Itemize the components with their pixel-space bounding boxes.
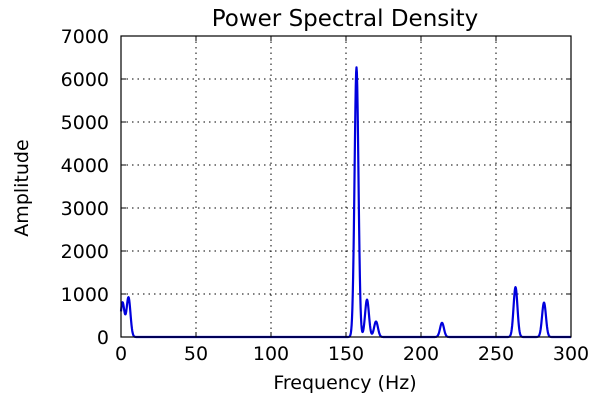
y-tick-label: 5000 <box>61 112 109 134</box>
x-tick-label: 300 <box>553 343 589 365</box>
x-tick-label: 50 <box>184 343 208 365</box>
x-tick-label: 100 <box>253 343 289 365</box>
y-tick-label: 0 <box>97 327 109 349</box>
x-tick-label: 150 <box>328 343 364 365</box>
y-tick-label: 1000 <box>61 284 109 306</box>
y-tick-label: 3000 <box>61 198 109 220</box>
chart-title: Power Spectral Density <box>212 6 479 32</box>
x-tick-label: 250 <box>478 343 514 365</box>
grid <box>121 36 571 337</box>
y-tick-label: 4000 <box>61 155 109 177</box>
y-axis-label: Amplitude <box>11 139 33 236</box>
y-tick-label: 2000 <box>61 241 109 263</box>
x-tick-label: 0 <box>115 343 127 365</box>
y-tick-label: 7000 <box>61 26 109 48</box>
x-tick-label: 200 <box>403 343 439 365</box>
x-axis-label: Frequency (Hz) <box>273 372 416 394</box>
y-tick-label: 6000 <box>61 69 109 91</box>
